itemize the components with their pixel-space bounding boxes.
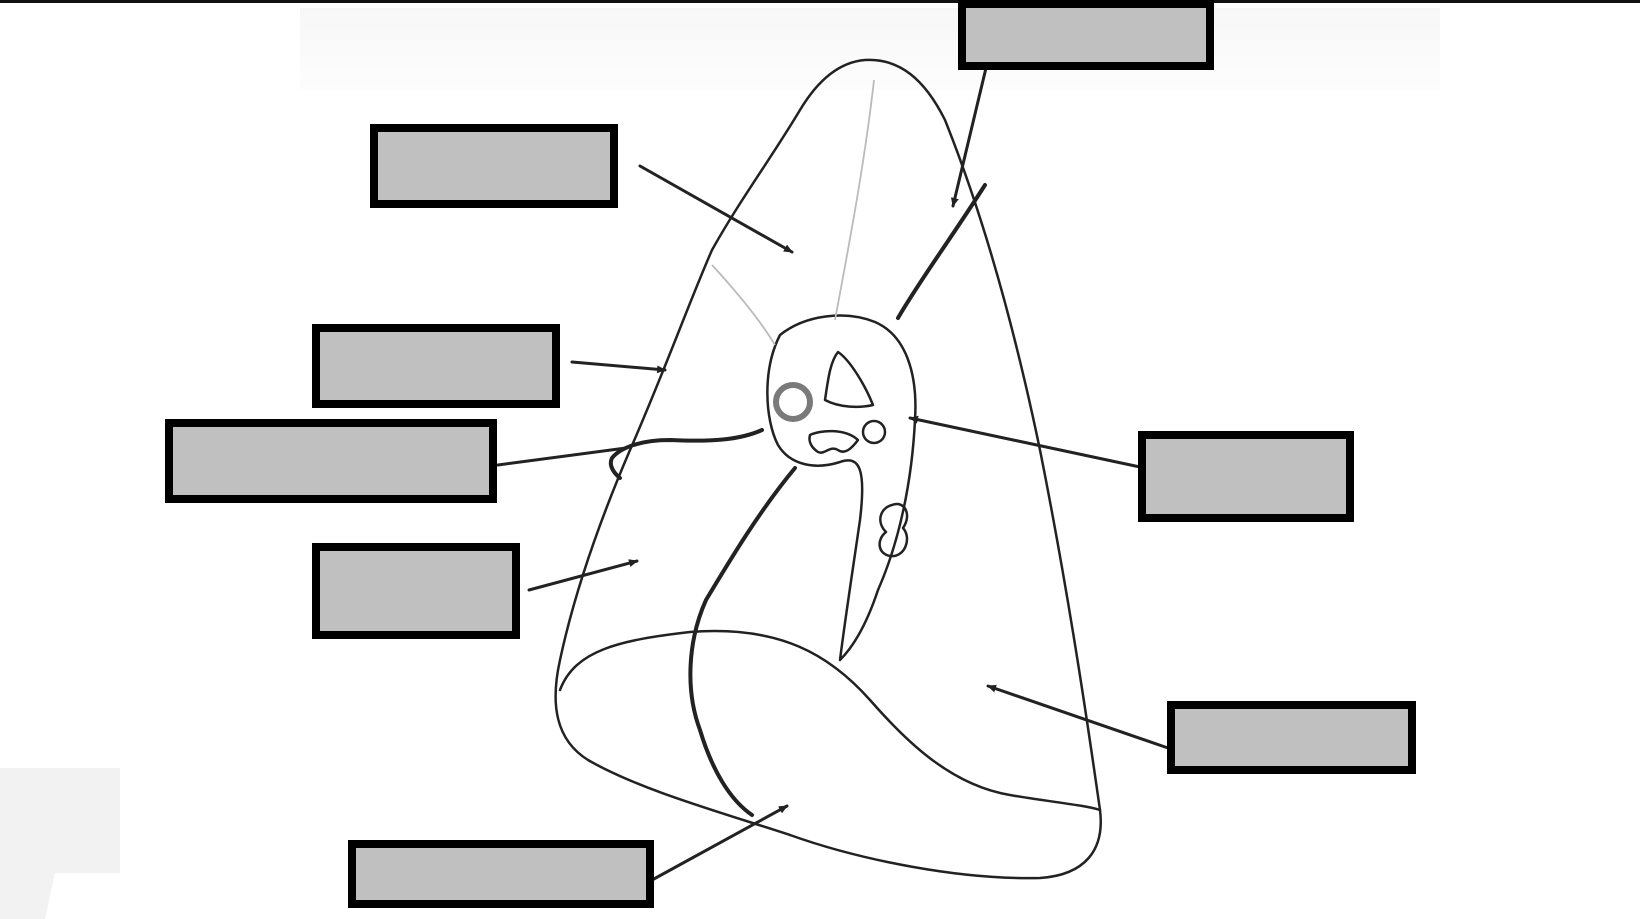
oblique-fissure-lower [688, 466, 797, 817]
pointer-wide-left [496, 446, 628, 467]
horizontal-fissure [608, 428, 764, 480]
faint-line-left [711, 264, 776, 346]
pointer-lower-right [986, 684, 1170, 750]
top-border-line [0, 0, 1640, 3]
label-box-wide-left[interactable] [165, 419, 497, 503]
background-band [300, 8, 1440, 90]
bronchus-shape [808, 429, 860, 454]
corner-watermark-shape [0, 768, 120, 919]
small-vessel-ring [861, 419, 887, 445]
pointer-right [908, 415, 1142, 469]
label-box-lower-right[interactable] [1167, 701, 1416, 774]
hilum-outline [766, 314, 917, 662]
pointer-lower-left [527, 559, 639, 592]
label-box-lower-left[interactable] [312, 543, 520, 639]
lymph-node-shape [878, 502, 909, 558]
vessel-ring-large [773, 382, 813, 422]
pointer-bottom [650, 804, 789, 882]
label-box-right[interactable] [1138, 431, 1354, 522]
pointer-mid-left [570, 360, 667, 374]
label-box-upper-left[interactable] [370, 124, 618, 208]
label-box-mid-left[interactable] [312, 324, 560, 408]
label-box-bottom[interactable] [348, 840, 654, 908]
oblique-fissure-upper [896, 183, 987, 320]
vessel-triangle [823, 350, 875, 409]
lung-outline [554, 58, 1102, 880]
faint-line-apex [834, 79, 875, 321]
label-box-top-right[interactable] [958, 0, 1214, 70]
pointer-upper-left [638, 164, 794, 254]
base-curve [558, 629, 1102, 812]
pointer-top-right [950, 66, 988, 208]
